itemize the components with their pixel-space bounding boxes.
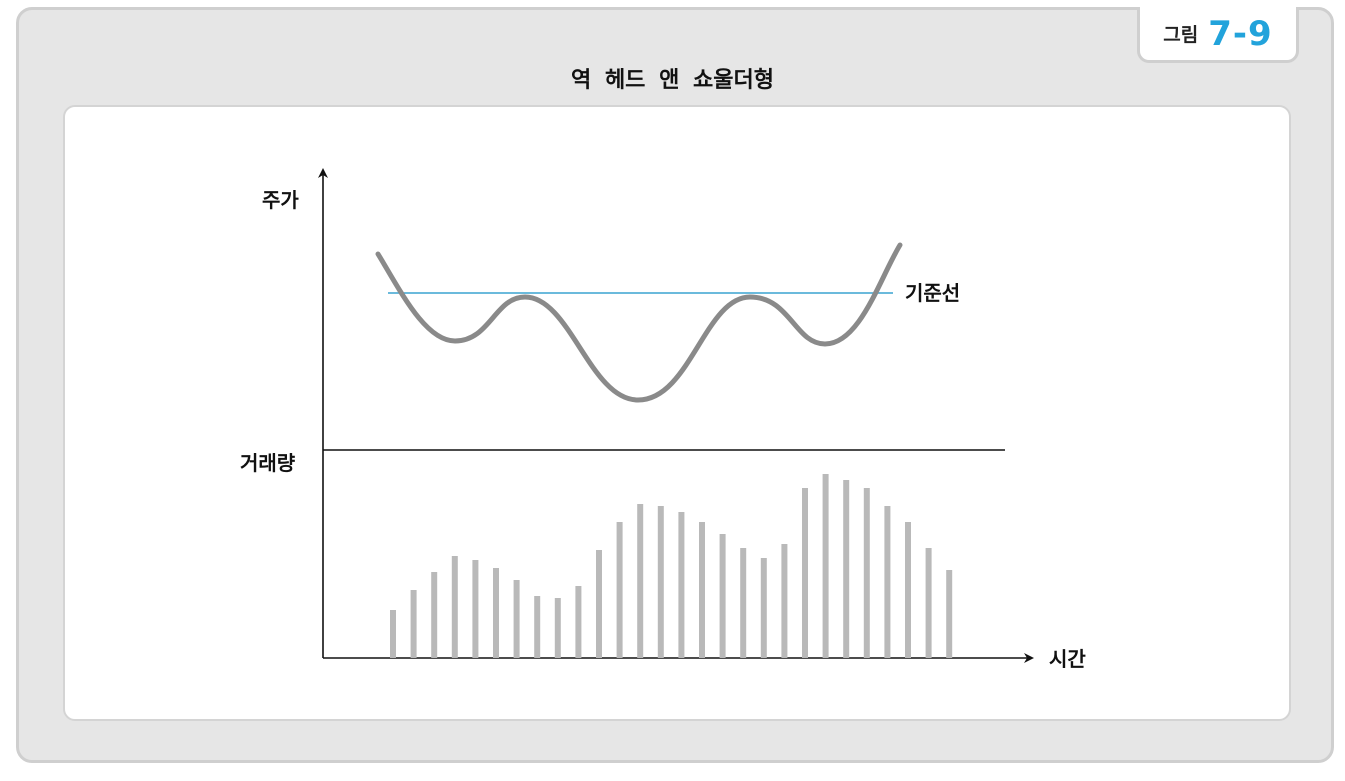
volume-bar [513, 580, 520, 658]
volume-bars [390, 474, 953, 658]
volume-bar [596, 550, 602, 658]
volume-bar [554, 598, 561, 658]
figure-number: 7-9 [1208, 13, 1273, 54]
volume-bar [390, 610, 396, 658]
inner-panel [63, 105, 1291, 721]
baseline-label: 기준선 [905, 281, 960, 305]
volume-bar [802, 488, 808, 658]
diagram-title: 역 헤드 앤 쇼울더형 [571, 68, 774, 93]
volume-bar [843, 480, 850, 658]
volume-bar [719, 534, 726, 658]
volume-bar [493, 568, 499, 658]
volume-bar [431, 572, 438, 658]
volume-bar [905, 522, 911, 658]
volume-bar [863, 488, 870, 658]
volume-bar [946, 570, 953, 658]
figure-number-tab: 그림 7-9 [1137, 7, 1299, 63]
figure-label: 그림 [1163, 24, 1199, 46]
volume-bar [657, 506, 664, 658]
volume-bar [781, 544, 788, 658]
volume-bar [740, 548, 747, 658]
volume-bar [925, 548, 932, 658]
volume-bar [451, 556, 458, 658]
price-axis-label: 주가 [262, 188, 299, 212]
volume-bar [760, 558, 767, 658]
volume-bar [534, 596, 541, 658]
volume-bar [699, 522, 705, 658]
price-curve [375, 242, 903, 403]
volume-bar [822, 474, 829, 658]
volume-bar [678, 512, 685, 658]
volume-bar [884, 506, 891, 658]
volume-bar [410, 590, 417, 658]
volume-bar [616, 522, 623, 658]
volume-bar [575, 586, 582, 658]
volume-axis-label: 거래량 [240, 451, 296, 475]
time-axis-label: 시간 [1049, 647, 1086, 671]
volume-bar [472, 560, 479, 658]
volume-bar [637, 504, 644, 658]
